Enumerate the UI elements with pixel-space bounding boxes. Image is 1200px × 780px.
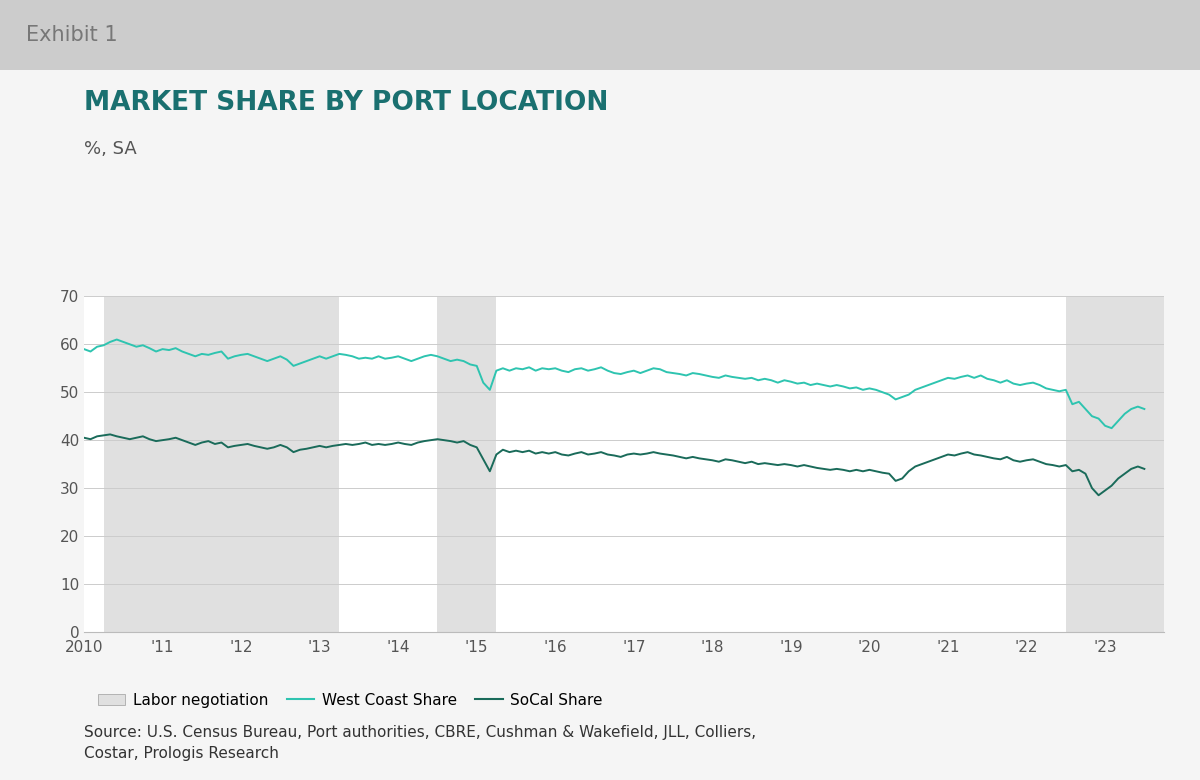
Text: %, SA: %, SA — [84, 140, 137, 158]
Legend: Labor negotiation, West Coast Share, SoCal Share: Labor negotiation, West Coast Share, SoC… — [91, 686, 608, 714]
Text: Source: U.S. Census Bureau, Port authorities, CBRE, Cushman & Wakefield, JLL, Co: Source: U.S. Census Bureau, Port authori… — [84, 725, 756, 761]
Text: Exhibit 1: Exhibit 1 — [26, 25, 118, 45]
Text: MARKET SHARE BY PORT LOCATION: MARKET SHARE BY PORT LOCATION — [84, 90, 608, 115]
Bar — [438, 296, 497, 632]
Bar — [1066, 296, 1164, 632]
Bar — [103, 296, 340, 632]
